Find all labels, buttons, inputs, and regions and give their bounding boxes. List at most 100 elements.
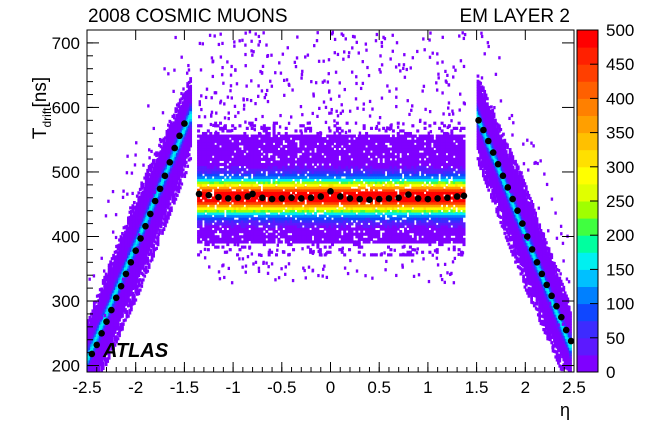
heatmap-cell [216, 157, 220, 161]
heatmap-cell [326, 134, 330, 138]
heatmap-cell [206, 173, 210, 177]
heatmap-cell [406, 253, 410, 257]
heatmap-cell [423, 206, 427, 210]
heatmap-cell [401, 134, 405, 138]
heatmap-cell [367, 147, 371, 151]
heatmap-cell [362, 126, 366, 130]
heatmap-cell [457, 232, 461, 236]
heatmap-cell [265, 188, 269, 192]
heatmap-cell [355, 269, 359, 273]
heatmap-cell [316, 137, 320, 141]
heatmap-cell [100, 326, 104, 330]
heatmap-cell [440, 214, 444, 218]
heatmap-cell [333, 237, 337, 241]
heatmap-cell [253, 139, 257, 143]
heatmap-cell [199, 201, 203, 205]
heatmap-cell [355, 155, 359, 159]
heatmap-cell [206, 186, 210, 190]
heatmap-cell [257, 34, 261, 39]
heatmap-cell [350, 134, 354, 138]
heatmap-cell [435, 219, 439, 223]
heatmap-cell [255, 134, 259, 138]
heatmap-cell [450, 201, 454, 205]
heatmap-cell [243, 209, 247, 213]
heatmap-cell [243, 147, 247, 151]
heatmap-cell [345, 175, 349, 180]
heatmap-cell [338, 211, 342, 216]
heatmap-cell [462, 175, 466, 180]
heatmap-cell [277, 237, 281, 241]
heatmap-cell [425, 186, 429, 190]
heatmap-cell [318, 155, 322, 159]
heatmap-cell [272, 173, 276, 177]
heatmap-cell [326, 139, 330, 143]
heatmap-cell [282, 211, 286, 216]
heatmap-cell [206, 168, 210, 172]
heatmap-cell [461, 253, 464, 257]
heatmap-cell [438, 157, 442, 161]
heatmap-cell [348, 180, 352, 185]
heatmap-cell [401, 129, 405, 133]
heatmap-cell [338, 199, 342, 203]
heatmap-cell [348, 160, 352, 164]
heatmap-cell [306, 217, 310, 221]
heatmap-cell [218, 147, 223, 151]
heatmap-cell [218, 219, 223, 223]
heatmap-cell [433, 240, 437, 244]
heatmap-cell [401, 191, 405, 195]
heatmap-cell [360, 160, 364, 164]
heatmap-cell [270, 175, 274, 180]
heatmap-cell [386, 211, 391, 216]
heatmap-cell [304, 219, 308, 223]
heatmap-cell [452, 199, 456, 203]
heatmap-cell [418, 222, 422, 226]
heatmap-cell [206, 232, 210, 236]
heatmap-cell [333, 235, 337, 239]
heatmap-cell [318, 186, 322, 190]
heatmap-cell [257, 206, 261, 210]
heatmap-cell [289, 162, 293, 167]
heatmap-cell [260, 139, 264, 143]
heatmap-cell [199, 240, 203, 244]
heatmap-cell [272, 217, 276, 221]
heatmap-cell [272, 188, 276, 192]
heatmap-cell [330, 235, 335, 239]
heatmap-cell [242, 107, 246, 111]
heatmap-cell [255, 186, 259, 190]
heatmap-cell [401, 224, 405, 229]
heatmap-cell [309, 168, 313, 172]
heatmap-cell [316, 152, 320, 156]
heatmap-cell [394, 191, 398, 195]
heatmap-cell [328, 199, 332, 203]
heatmap-cell [257, 144, 261, 149]
heatmap-cell [369, 237, 373, 241]
heatmap-cell [401, 160, 405, 164]
heatmap-cell [386, 214, 391, 218]
heatmap-cell [348, 219, 352, 223]
heatmap-cell [350, 147, 354, 151]
heatmap-cell [428, 219, 432, 223]
heatmap-cell [262, 165, 266, 169]
heatmap-cell [374, 188, 378, 192]
heatmap-cell [455, 155, 459, 159]
heatmap-cell [260, 230, 264, 234]
heatmap-cell [284, 186, 288, 190]
heatmap-cell [299, 142, 303, 146]
heatmap-cell [438, 180, 442, 185]
heatmap-cell [267, 204, 271, 208]
heatmap-cell [377, 175, 381, 180]
heatmap-cell [418, 139, 422, 143]
heatmap-cell [360, 211, 364, 216]
heatmap-cell [248, 199, 252, 203]
heatmap-cell [377, 206, 381, 210]
heatmap-cell [389, 237, 393, 241]
heatmap-cell [362, 222, 366, 226]
heatmap-cell [394, 178, 398, 182]
heatmap-cell [452, 230, 456, 234]
heatmap-cell [318, 209, 322, 213]
heatmap-cell [422, 37, 425, 41]
heatmap-cell [270, 170, 274, 174]
heatmap-cell [211, 134, 215, 138]
heatmap-cell [301, 209, 305, 213]
heatmap-cell [443, 280, 446, 284]
